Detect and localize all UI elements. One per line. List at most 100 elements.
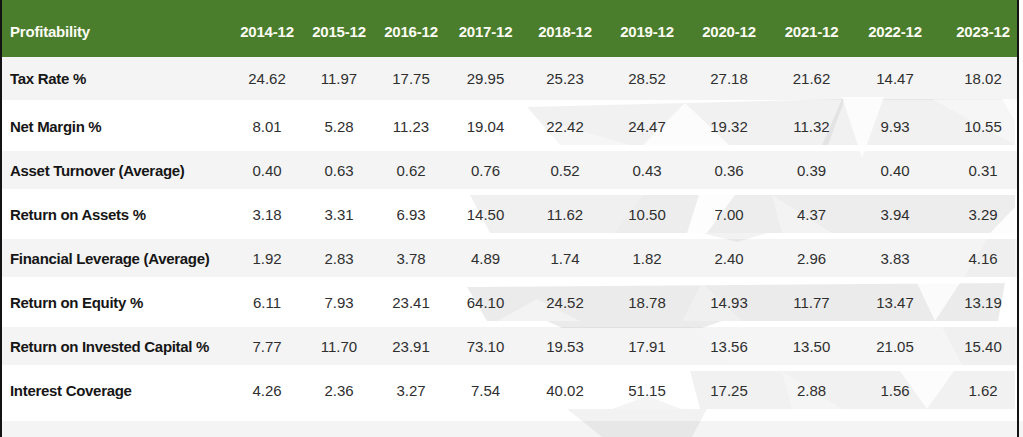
cell-value: 10.55	[937, 104, 1017, 148]
cell-value: 11.62	[524, 192, 606, 236]
header-row: Profitability2014-122015-122016-122017-1…	[2, 0, 1017, 57]
next-row-band	[2, 421, 1023, 437]
table-row: Net Margin %8.015.2811.2319.0422.4224.47…	[2, 104, 1017, 148]
row-label: Net Margin %	[2, 104, 231, 148]
cell-value: 4.26	[231, 368, 303, 412]
table-row: Tax Rate %24.6211.9717.7529.9525.2328.52…	[2, 57, 1017, 104]
row-label: Interest Coverage	[2, 368, 231, 412]
row-label: Asset Turnover (Average)	[2, 148, 231, 192]
column-header-2020-12: 2020-12	[688, 0, 770, 57]
cell-value: 19.04	[447, 104, 524, 148]
cell-value: 24.52	[524, 280, 606, 324]
cell-value: 5.28	[303, 104, 375, 148]
cell-value: 18.02	[937, 57, 1017, 104]
cell-value: 17.91	[606, 324, 688, 368]
cell-value: 9.93	[853, 104, 937, 148]
table-row: Return on Equity %6.117.9323.4164.1024.5…	[2, 280, 1017, 324]
row-label: Financial Leverage (Average)	[2, 236, 231, 280]
row-label: Tax Rate %	[2, 57, 231, 104]
column-header-2018-12: 2018-12	[524, 0, 606, 57]
column-header-2019-12: 2019-12	[606, 0, 688, 57]
cell-value: 21.62	[770, 57, 853, 104]
cell-value: 2.36	[303, 368, 375, 412]
cell-value: 3.27	[375, 368, 447, 412]
cell-value: 73.10	[447, 324, 524, 368]
cell-value: 6.93	[375, 192, 447, 236]
cell-value: 3.31	[303, 192, 375, 236]
cell-value: 1.92	[231, 236, 303, 280]
cell-value: 0.62	[375, 148, 447, 192]
table-area: Profitability2014-122015-122016-122017-1…	[2, 0, 1017, 437]
cell-value: 0.39	[770, 148, 853, 192]
cell-value: 19.53	[524, 324, 606, 368]
cell-value: 27.18	[688, 57, 770, 104]
cell-value: 2.83	[303, 236, 375, 280]
column-header-2016-12: 2016-12	[375, 0, 447, 57]
column-header-2017-12: 2017-12	[447, 0, 524, 57]
cell-value: 28.52	[606, 57, 688, 104]
cell-value: 22.42	[524, 104, 606, 148]
cell-value: 13.47	[853, 280, 937, 324]
column-header-2015-12: 2015-12	[303, 0, 375, 57]
cell-value: 1.56	[853, 368, 937, 412]
cell-value: 0.36	[688, 148, 770, 192]
row-label: Return on Equity %	[2, 280, 231, 324]
cell-value: 24.47	[606, 104, 688, 148]
cell-value: 25.23	[524, 57, 606, 104]
cell-value: 13.19	[937, 280, 1017, 324]
cell-value: 29.95	[447, 57, 524, 104]
cell-value: 8.01	[231, 104, 303, 148]
cell-value: 14.47	[853, 57, 937, 104]
cell-value: 14.93	[688, 280, 770, 324]
cell-value: 0.76	[447, 148, 524, 192]
cell-value: 23.41	[375, 280, 447, 324]
profitability-table-page: Profitability2014-122015-122016-122017-1…	[0, 0, 1023, 437]
cell-value: 6.11	[231, 280, 303, 324]
cell-value: 1.62	[937, 368, 1017, 412]
cell-value: 4.37	[770, 192, 853, 236]
cell-value: 7.77	[231, 324, 303, 368]
cell-value: 3.83	[853, 236, 937, 280]
cell-value: 4.89	[447, 236, 524, 280]
cell-value: 0.63	[303, 148, 375, 192]
cell-value: 1.82	[606, 236, 688, 280]
cell-value: 0.40	[853, 148, 937, 192]
cell-value: 7.93	[303, 280, 375, 324]
row-label: Return on Invested Capital %	[2, 324, 231, 368]
cell-value: 7.54	[447, 368, 524, 412]
table-row: Return on Invested Capital %7.7711.7023.…	[2, 324, 1017, 368]
cell-value: 2.40	[688, 236, 770, 280]
cell-value: 3.78	[375, 236, 447, 280]
table-row: Interest Coverage4.262.363.277.5440.0251…	[2, 368, 1017, 412]
cell-value: 7.00	[688, 192, 770, 236]
cell-value: 17.25	[688, 368, 770, 412]
cell-value: 64.10	[447, 280, 524, 324]
cell-value: 11.23	[375, 104, 447, 148]
cell-value: 13.50	[770, 324, 853, 368]
table-row: Financial Leverage (Average)1.922.833.78…	[2, 236, 1017, 280]
cell-value: 3.18	[231, 192, 303, 236]
cell-value: 0.40	[231, 148, 303, 192]
cell-value: 18.78	[606, 280, 688, 324]
cell-value: 3.29	[937, 192, 1017, 236]
cell-value: 10.50	[606, 192, 688, 236]
table-row: Return on Assets %3.183.316.9314.5011.62…	[2, 192, 1017, 236]
cell-value: 17.75	[375, 57, 447, 104]
cell-value: 15.40	[937, 324, 1017, 368]
profitability-table: Profitability2014-122015-122016-122017-1…	[2, 0, 1017, 412]
cell-value: 1.74	[524, 236, 606, 280]
table-row: Asset Turnover (Average)0.400.630.620.76…	[2, 148, 1017, 192]
column-header-2023-12: 2023-12	[937, 0, 1017, 57]
column-header-2022-12: 2022-12	[853, 0, 937, 57]
cell-value: 3.94	[853, 192, 937, 236]
cell-value: 0.31	[937, 148, 1017, 192]
cell-value: 51.15	[606, 368, 688, 412]
cell-value: 21.05	[853, 324, 937, 368]
right-border	[1017, 0, 1019, 437]
cell-value: 11.70	[303, 324, 375, 368]
table-title: Profitability	[2, 0, 231, 57]
cell-value: 13.56	[688, 324, 770, 368]
cell-value: 4.16	[937, 236, 1017, 280]
cell-value: 0.43	[606, 148, 688, 192]
cell-value: 19.32	[688, 104, 770, 148]
